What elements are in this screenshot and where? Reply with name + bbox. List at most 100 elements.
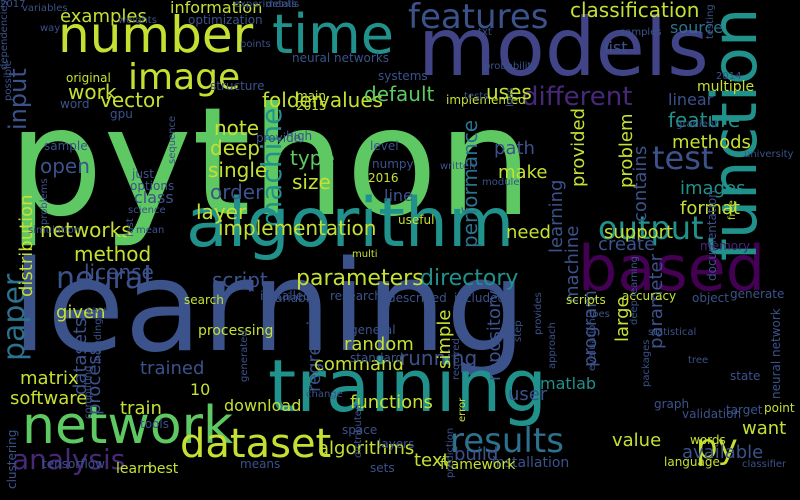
word-useful: useful [398,213,435,227]
word-implemented: implemented [446,93,526,107]
word-implementation: implementation [218,216,377,240]
word-features: features [408,0,549,37]
word-problems: problems [39,178,50,225]
word-accuracy: accuracy [622,289,677,303]
word-best: best [148,461,179,477]
word-computing: computing [83,365,94,419]
word-results: results [450,421,564,461]
word-simulation: simulation [28,225,81,236]
word-text: text [414,450,450,471]
word-step: step [513,320,524,342]
word-distribution: distribution [16,194,37,297]
word-images: images [680,178,746,199]
word-just: just [132,167,154,181]
word-support: support [604,222,674,243]
word-information: information [170,0,263,17]
word-vector: vector [100,88,164,112]
word-sets: sets [370,461,395,475]
word-parameters: parameters [296,266,424,291]
word-training: training [268,344,547,428]
word-path: path [494,138,535,159]
word-word: word [60,97,90,111]
word-script: script [212,268,268,292]
word-type: type [290,146,335,170]
word-single: single [208,158,268,182]
word-provides: provides [533,292,544,335]
word-target: target [726,403,763,417]
word-distributed: distributed [353,403,364,458]
word-random: random [344,334,414,355]
word-number: number [58,6,254,64]
word-research: research [330,289,382,303]
word-state: state [730,369,761,383]
word-testing: testing [705,4,716,39]
word-neural-network: neural network [769,308,783,399]
word-case: case [86,305,109,316]
word-layer: layer [196,200,247,224]
word-2017: 2017 [0,0,26,10]
word-module: module [482,177,520,188]
word-generate: generate [730,287,785,301]
word-variable: variable [268,291,317,305]
word-learning: learning [12,233,527,380]
word-command: command [314,354,404,375]
word-probability: probability [484,61,538,72]
word-based: based [578,232,766,305]
word-tests: tests [464,91,489,102]
word-folder: folder [262,88,321,112]
word-image: image [128,57,241,98]
word-values: values [318,88,384,112]
word-structure: structure [210,79,265,93]
word-neural: neural [56,261,152,296]
word-algorithm: algorithm [186,184,515,263]
word-format: format [680,198,741,219]
word-does: does [586,309,610,320]
word-including: including [93,318,104,364]
word-dataset: dataset [180,421,332,467]
word-license: license [84,260,154,284]
word-2014: 2014 [716,71,742,82]
word-create: create [598,234,656,255]
word-size: size [292,170,331,194]
word-variables: variables [22,3,68,14]
word-approach: approach [547,322,558,369]
word-options: options [130,179,175,193]
word-tree: tree [688,355,709,366]
word-txt: txt [478,27,492,38]
word-software: software [10,388,88,409]
word-standard: standard [350,351,404,365]
word-way: way [40,23,61,34]
word-default: default [364,82,435,106]
word-means: means [240,457,281,471]
word-university: university [744,149,794,160]
word-line: line [384,186,413,205]
word-included: included [454,291,506,305]
word-feature: feature [668,108,741,132]
word-science: science [128,205,166,216]
word-sequence: sequence [167,115,178,164]
word-multiple: multiple [697,79,755,95]
word-value: value [612,430,662,451]
word-running: running [400,346,478,370]
word-details: details [266,0,300,10]
word-available: available [682,442,764,463]
word-list: list [604,38,628,57]
word-installation: installation [492,455,570,471]
word-functions: functions [350,392,433,413]
word-points: points [240,39,271,50]
word-evaluation: evaluation [587,318,598,371]
word-language: language [664,455,720,469]
word-different: different [522,82,633,112]
word-point: point [764,401,795,415]
word-error: error [457,397,468,422]
word-python: python [8,76,533,250]
word-dependencies: dependencies [0,0,10,70]
word-search: search [184,293,224,307]
word-deep: deep [210,136,260,160]
word-note: note [214,116,260,140]
word-provide: provide [256,131,302,145]
word-provided: provided [568,107,589,187]
word-statistical: statistical [648,327,697,338]
word-optimization: optimization [188,13,263,27]
